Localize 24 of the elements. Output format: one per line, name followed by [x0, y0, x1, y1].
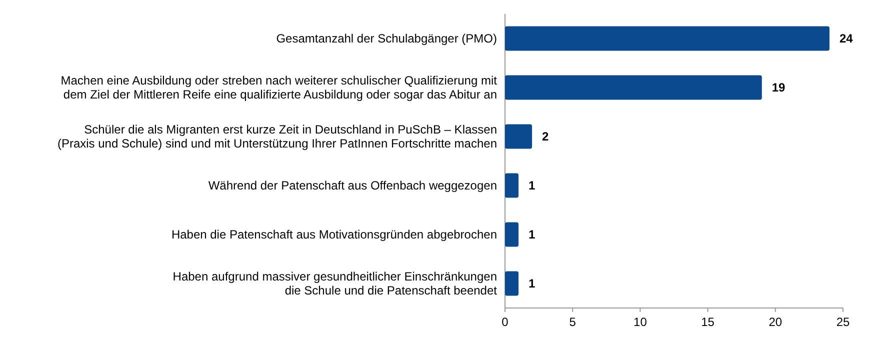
bar [505, 75, 762, 100]
data-label: 2 [542, 130, 550, 144]
bar [505, 222, 519, 247]
x-tick-label: 20 [768, 315, 782, 329]
y-tick-label: Haben aufgrund massiver gesundheitlicher Einschränkungen die Schule und die Patenschaft beendet [172, 270, 498, 298]
x-tick-label: 15 [701, 315, 715, 329]
data-label: 1 [528, 178, 536, 193]
data-label: 19 [772, 80, 786, 95]
bar [505, 124, 532, 149]
data-label: 1 [528, 228, 536, 242]
y-tick-label: Haben die Patenschaft aus Motivationsgründen abgebrochen [171, 228, 497, 242]
y-tick-label: Schüler die als Migranten erst kurze Zeit in Deutschland in PuSchB – Klassen (Praxis und Schule) sind und mit Unterstützung Ihrer PatInnen Fortschritte machen [57, 122, 497, 151]
data-label: 1 [528, 276, 536, 291]
x-tick-label: 25 [836, 315, 850, 329]
bar [505, 173, 519, 198]
bar [505, 26, 830, 51]
x-tick-label: 5 [569, 315, 576, 329]
x-tick-label: 10 [634, 315, 648, 329]
bar [505, 271, 519, 296]
y-tick-label: Gesamtanzahl der Schulabgänger (PMO) [276, 32, 497, 46]
y-tick-label: Während der Patenschaft aus Offenbach weggezogen [208, 178, 497, 193]
y-tick-label: Machen eine Ausbildung oder streben nach weiterer schulischer Qualifizierung mit dem Ziel der Mittleren Reife eine qualifizierte Ausbildung oder sogar das Abitur an [60, 74, 498, 102]
x-tick-label: 0 [502, 315, 509, 329]
data-label: 24 [839, 32, 854, 46]
